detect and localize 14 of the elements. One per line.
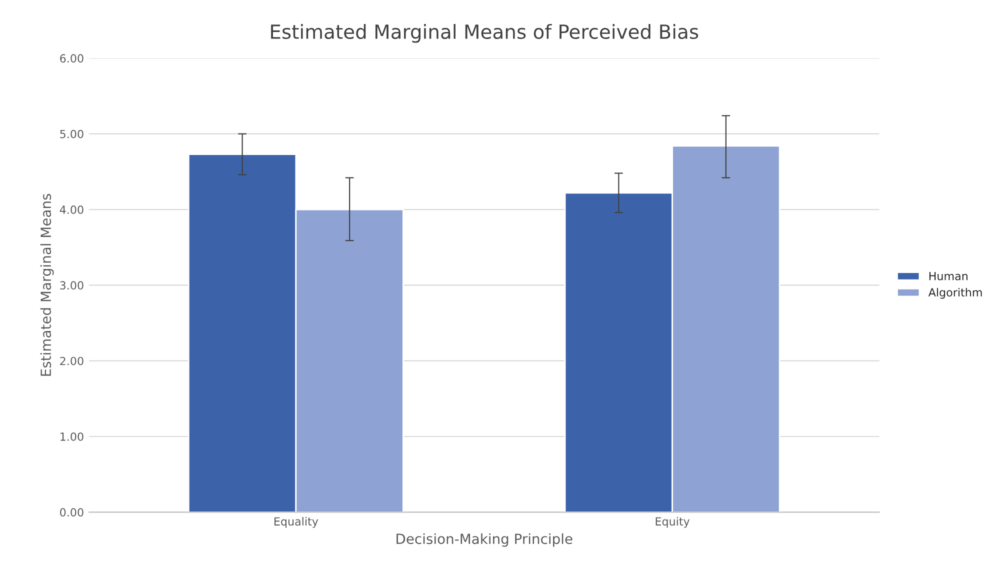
x-tick-label: Equality (274, 517, 318, 528)
y-tick-label: 0.00 (60, 508, 84, 517)
y-tick-label: 2.00 (60, 356, 84, 366)
chart-title: Estimated Marginal Means of Perceived Bias (271, 24, 698, 43)
y-tick-label: 3.00 (60, 281, 84, 290)
legend-label: Algorithm (928, 288, 982, 299)
x-axis-title: Decision-Making Principle (396, 533, 572, 547)
y-axis-title: Estimated Marginal Means (40, 194, 54, 376)
y-tick-label: 5.00 (60, 130, 84, 138)
y-tick-label: 4.00 (60, 205, 84, 214)
y-tick-label: 6.00 (60, 54, 84, 63)
legend-label: Human (929, 272, 968, 280)
y-tick-label: 1.00 (60, 432, 84, 441)
x-tick-label: Equity (656, 517, 690, 528)
